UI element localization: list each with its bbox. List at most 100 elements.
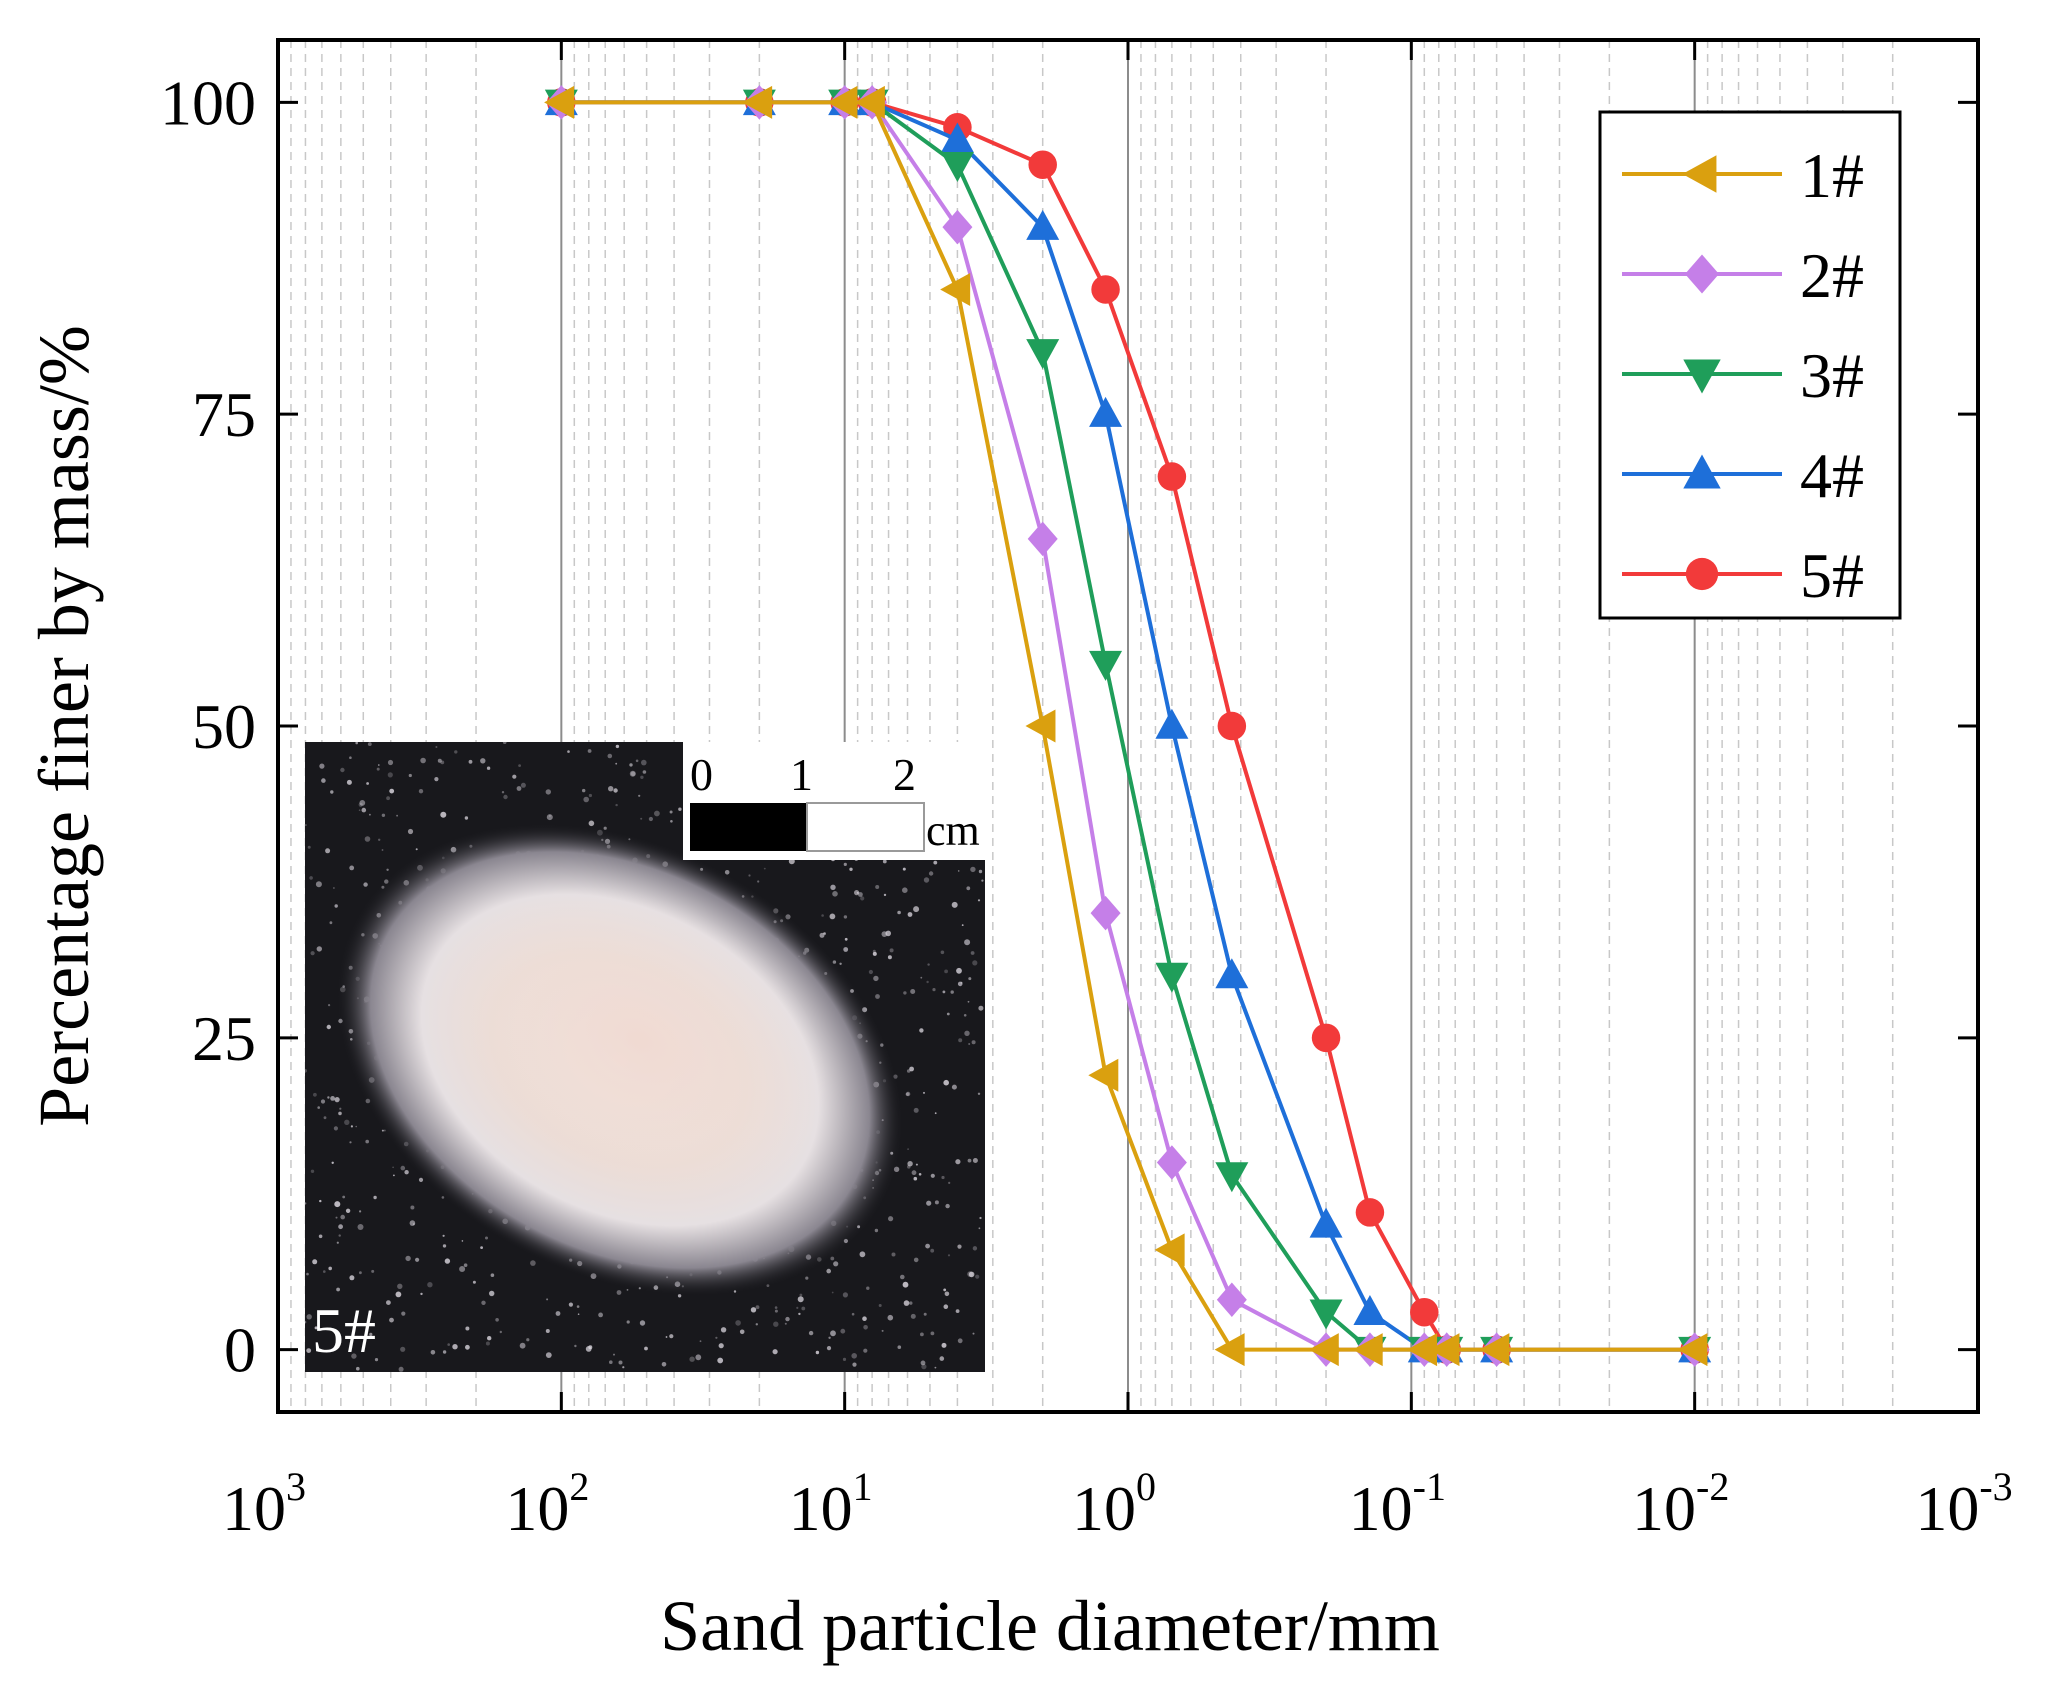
sand-speckle	[946, 1012, 950, 1016]
sand-speckle	[369, 813, 371, 816]
sand-speckle	[932, 988, 936, 992]
sand-speckle	[808, 1330, 814, 1336]
sand-speckle	[967, 1000, 970, 1003]
sand-speckle	[883, 893, 887, 897]
sand-speckle	[967, 1271, 973, 1277]
sand-speckle	[689, 1356, 695, 1362]
data-point	[1155, 962, 1189, 993]
data-point	[1677, 1333, 1708, 1367]
sand-speckle	[944, 1291, 950, 1297]
sand-speckle	[338, 1111, 342, 1116]
sand-speckle	[923, 877, 930, 883]
sand-speckle	[548, 814, 551, 817]
sand-speckle	[376, 767, 380, 771]
sand-speckle	[797, 1296, 804, 1303]
sand-speckle	[576, 1305, 580, 1308]
sand-speckle	[330, 790, 334, 794]
sand-speckle	[381, 849, 384, 851]
sand-speckle	[318, 1234, 323, 1239]
inset-sample-label: 5#	[312, 1295, 376, 1366]
sand-speckle	[830, 884, 836, 890]
sand-speckle	[588, 1345, 593, 1350]
sand-speckle	[918, 1173, 922, 1176]
sand-speckle	[947, 1254, 951, 1257]
sand-speckle	[355, 742, 358, 745]
sand-speckle	[939, 1356, 945, 1361]
sand-speckle	[951, 901, 958, 908]
sand-speckle	[378, 764, 380, 766]
sand-speckle	[367, 742, 372, 746]
sand-speckle	[859, 1251, 866, 1258]
sand-speckle	[313, 1092, 317, 1097]
sand-speckle	[757, 880, 760, 883]
sand-speckle	[415, 848, 418, 851]
x-tick-label: 10-2	[1632, 1464, 1729, 1544]
sand-speckle	[344, 1119, 350, 1126]
data-point	[1089, 650, 1123, 681]
sand-speckle	[330, 1096, 335, 1101]
sand-speckle	[755, 1323, 758, 1326]
sand-speckle	[933, 860, 938, 865]
sand-speckle	[398, 1366, 404, 1372]
sand-speckle	[338, 1224, 343, 1230]
sand-speckle	[622, 1366, 625, 1369]
data-point	[1157, 462, 1187, 491]
data-point	[940, 272, 971, 306]
sand-speckle	[799, 1293, 803, 1297]
sand-speckle	[374, 1358, 379, 1362]
sand-speckle	[454, 750, 458, 754]
sand-speckle	[843, 915, 848, 919]
sand-speckle	[389, 1317, 394, 1323]
sand-speckle	[902, 1281, 909, 1288]
sand-speckle	[480, 1246, 483, 1249]
sand-speckle	[389, 788, 395, 794]
sand-speckle	[957, 1244, 962, 1249]
sand-speckle	[920, 1332, 924, 1337]
sand-speckle	[784, 1322, 787, 1325]
sand-speckle	[862, 1316, 867, 1321]
sand-speckle	[387, 759, 394, 766]
sand-speckle	[392, 1166, 394, 1169]
sand-speckle	[305, 1320, 307, 1324]
sand-speckle	[359, 800, 366, 806]
sand-speckle	[378, 838, 381, 841]
sand-speckle	[409, 1220, 416, 1226]
sand-speckle	[923, 1312, 927, 1316]
sand-speckle	[615, 744, 620, 749]
sand-speckle	[530, 1260, 536, 1266]
sand-speckle	[495, 1318, 499, 1322]
sand-speckle	[851, 1312, 855, 1316]
sand-speckle	[357, 1224, 364, 1230]
sand-speckle	[349, 756, 352, 759]
data-point	[827, 85, 858, 119]
sand-speckle	[913, 1176, 918, 1181]
legend-marker	[1685, 254, 1719, 294]
sand-speckle	[387, 772, 393, 778]
x-axis-title: Sand particle diameter/mm	[660, 1586, 1440, 1666]
sand-speckle	[964, 1030, 970, 1037]
sand-speckle	[616, 1290, 622, 1295]
y-tick-label: 75	[192, 379, 256, 450]
sand-speckle	[349, 865, 355, 871]
sand-speckle	[306, 1314, 312, 1320]
legend-label: 3#	[1800, 340, 1864, 411]
sand-speckle	[970, 951, 975, 955]
sand-speckle	[911, 1170, 917, 1176]
y-tick-label: 25	[192, 1003, 256, 1074]
sand-speckle	[430, 1350, 436, 1355]
sand-speckle	[843, 947, 849, 952]
data-point	[1309, 1299, 1343, 1330]
sand-speckle	[309, 876, 313, 880]
sand-speckle	[464, 816, 469, 820]
sand-speckle	[977, 1092, 981, 1096]
sand-speckle	[907, 1148, 909, 1150]
sand-speckle	[900, 1274, 905, 1280]
sand-speckle	[972, 1332, 975, 1335]
y-tick-label: 0	[224, 1315, 256, 1386]
data-point	[1309, 1207, 1343, 1238]
sand-speckle	[395, 1291, 402, 1298]
sand-speckle	[669, 1334, 674, 1339]
data-point	[1355, 1198, 1385, 1227]
series-1#	[544, 85, 1708, 1367]
sand-speckle	[607, 753, 613, 759]
